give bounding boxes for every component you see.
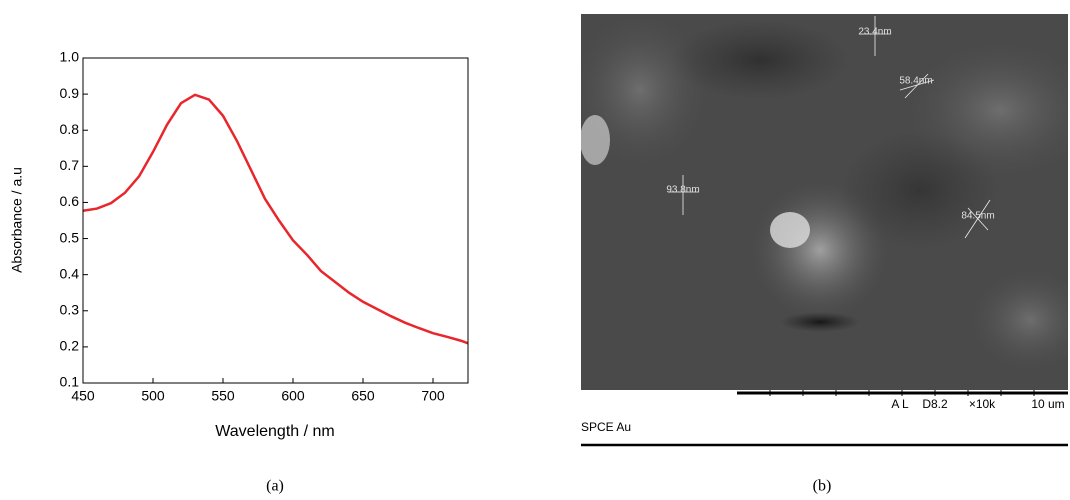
x-tick-label: 550	[211, 388, 235, 404]
measurement-label: 84.5nm	[961, 211, 994, 222]
y-tick-label: 0.7	[60, 157, 80, 173]
x-axis-label: Wavelength / nm	[215, 423, 334, 440]
y-tick-label: 0.5	[60, 229, 80, 245]
x-tick-label: 650	[351, 388, 375, 404]
sample-label: SPCE Au	[581, 420, 631, 434]
x-tick-label: 500	[141, 388, 165, 404]
y-tick-label: 1.0	[60, 49, 80, 65]
line-chart: Absorbance / a.u Wavelength / nm (a) 0.1…	[9, 49, 469, 495]
sem-info: ×10k	[969, 397, 996, 411]
y-tick-label: 0.4	[60, 265, 80, 281]
y-tick-label: 0.2	[60, 338, 80, 354]
y-axis-label: Absorbance / a.u	[9, 167, 25, 273]
scale-ticks	[769, 390, 1035, 396]
y-tick-label: 0.9	[60, 85, 80, 101]
measure-markers	[668, 16, 991, 239]
sem-info: 10 um	[1031, 397, 1064, 411]
y-tick-label: 0.6	[60, 193, 80, 209]
line	[82, 93, 469, 345]
x-tick-label: 700	[421, 388, 445, 404]
sem-image: 23.4nm 58.4nm 93.8nm 84.5nm A L D8.2 ×10…	[581, 14, 1068, 495]
x-tick-label: 600	[281, 388, 305, 404]
caption: (b)	[813, 478, 832, 495]
y-tick-label: 0.3	[60, 301, 80, 317]
caption: (a)	[266, 478, 284, 495]
y-tick-label: 0.8	[60, 121, 80, 137]
y-tick-label: 0.1	[60, 374, 80, 390]
sem-info: A L	[891, 397, 909, 411]
sem-info: D8.2	[922, 397, 948, 411]
measurement-label: 58.4nm	[899, 76, 932, 87]
measurement-label: 93.8nm	[666, 185, 699, 196]
x-tick-label: 450	[71, 388, 95, 404]
measurement-label: 23.4nm	[858, 27, 891, 38]
plot-frame	[82, 57, 469, 384]
